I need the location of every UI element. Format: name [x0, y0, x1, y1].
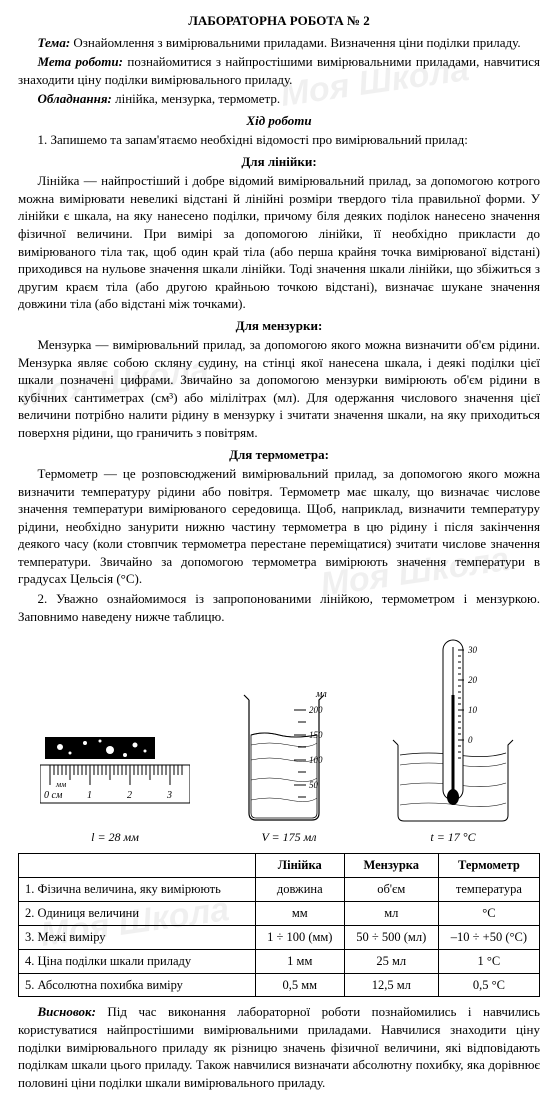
- table-cell: 12,5 мл: [344, 973, 438, 997]
- table-cell: –10 ÷ +50 (°С): [438, 925, 539, 949]
- table-cell: 0,5 °С: [438, 973, 539, 997]
- hid-heading: Хід роботи: [18, 112, 540, 130]
- table-cell: °С: [438, 901, 539, 925]
- figure-beaker: мл 200 150 100 50 V = 175 мл: [234, 685, 344, 845]
- step-1: 1. Запишемо та запам'ятаємо необхідні ві…: [18, 131, 540, 149]
- tema-label: Тема:: [38, 35, 71, 50]
- beaker-svg: мл 200 150 100 50: [234, 685, 344, 825]
- svg-text:50: 50: [309, 780, 319, 790]
- table-cell: температура: [438, 878, 539, 902]
- table-header: Лінійка: [255, 854, 344, 878]
- table-cell: 0,5 мм: [255, 973, 344, 997]
- table-cell: 25 мл: [344, 949, 438, 973]
- beaker-head: Для мензурки:: [18, 317, 540, 335]
- conclusion-line: Висновок: Під час виконання лабораторної…: [18, 1003, 540, 1091]
- meta-line: Мета роботи: познайомитися з найпростіши…: [18, 53, 540, 88]
- table-header: Мензурка: [344, 854, 438, 878]
- meta-label: Мета роботи:: [38, 54, 123, 69]
- table-cell: 50 ÷ 500 (мл): [344, 925, 438, 949]
- figure-thermometer: 30 20 10 0 t = 17 °C: [388, 635, 518, 845]
- thermo-caption: t = 17 °C: [430, 830, 475, 844]
- svg-text:100: 100: [309, 755, 323, 765]
- svg-text:0: 0: [468, 735, 473, 745]
- table-cell: мм: [255, 901, 344, 925]
- ruler-tick-2: 2: [127, 790, 132, 801]
- ruler-zero: 0 см: [44, 790, 63, 801]
- ruler-caption: l = 28 мм: [91, 830, 139, 844]
- table-cell-label: 3. Межі виміру: [19, 925, 256, 949]
- obl-line: Обладнання: лінійка, мензурка, термометр…: [18, 90, 540, 108]
- svg-text:20: 20: [468, 675, 478, 685]
- table-header: Термометр: [438, 854, 539, 878]
- conclusion-text: Під час виконання лабораторної роботи по…: [18, 1004, 540, 1089]
- table-row: 1. Фізична величина, яку вимірюютьдовжин…: [19, 878, 540, 902]
- beaker-caption: V = 175 мл: [261, 830, 316, 844]
- tema-text: Ознайомлення з вимірювальними приладами.…: [70, 35, 520, 50]
- svg-text:200: 200: [309, 705, 323, 715]
- table-cell-label: 2. Одиниця величини: [19, 901, 256, 925]
- conclusion-label: Висновок:: [38, 1004, 96, 1019]
- ruler-text: Лінійка — найпростіший і добре відомий в…: [18, 172, 540, 312]
- svg-text:10: 10: [468, 705, 478, 715]
- table-header: [19, 854, 256, 878]
- lab-title: ЛАБОРАТОРНА РОБОТА № 2: [18, 12, 540, 30]
- obl-text: лінійка, мензурка, термометр.: [112, 91, 280, 106]
- table-cell: об'єм: [344, 878, 438, 902]
- step-2: 2. Уважно ознайомимося із запропонованим…: [18, 590, 540, 625]
- thermo-head: Для термометра:: [18, 446, 540, 464]
- ruler-head: Для лінійки:: [18, 153, 540, 171]
- table-cell: 1 ÷ 100 (мм): [255, 925, 344, 949]
- thermo-svg: 30 20 10 0: [388, 635, 518, 825]
- ruler-tick-3: 3: [166, 790, 172, 801]
- svg-text:150: 150: [309, 730, 323, 740]
- ruler-mm-label: мм: [55, 780, 66, 789]
- table-header-row: Лінійка Мензурка Термометр: [19, 854, 540, 878]
- table-row: 4. Ціна поділки шкали приладу1 мм25 мл1 …: [19, 949, 540, 973]
- table-row: 5. Абсолютна похибка виміру0,5 мм12,5 мл…: [19, 973, 540, 997]
- beaker-text: Мензурка — вимірювальний прилад, за допо…: [18, 336, 540, 441]
- obl-label: Обладнання:: [38, 91, 112, 106]
- table-row: 3. Межі виміру1 ÷ 100 (мм)50 ÷ 500 (мл)–…: [19, 925, 540, 949]
- table-cell: 1 °С: [438, 949, 539, 973]
- table-cell: мл: [344, 901, 438, 925]
- svg-text:30: 30: [467, 645, 478, 655]
- results-table: Лінійка Мензурка Термометр 1. Фізична ве…: [18, 853, 540, 997]
- table-cell-label: 5. Абсолютна похибка виміру: [19, 973, 256, 997]
- table-cell: 1 мм: [255, 949, 344, 973]
- table-cell-label: 4. Ціна поділки шкали приладу: [19, 949, 256, 973]
- table-cell-label: 1. Фізична величина, яку вимірюють: [19, 878, 256, 902]
- tema-line: Тема: Ознайомлення з вимірювальними прил…: [18, 34, 540, 52]
- thermo-text: Термометр — це розповсюджений вимірюваль…: [18, 465, 540, 588]
- ruler-svg: мм 0 см 1 2 3: [40, 735, 190, 825]
- ruler-tick-1: 1: [87, 790, 92, 801]
- figure-ruler: мм 0 см 1 2 3 l = 28 мм: [40, 735, 190, 845]
- figures-row: мм 0 см 1 2 3 l = 28 мм мл 200 150 100: [18, 635, 540, 845]
- table-cell: довжина: [255, 878, 344, 902]
- table-row: 2. Одиниця величинимммл°С: [19, 901, 540, 925]
